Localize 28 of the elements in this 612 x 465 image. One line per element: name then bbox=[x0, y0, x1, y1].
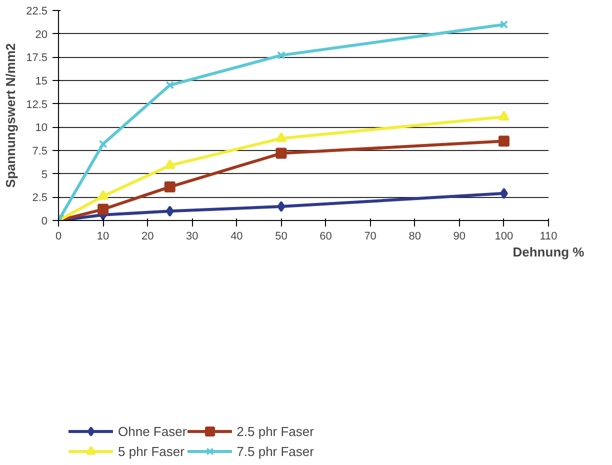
y-tick-label: 10 bbox=[35, 122, 48, 134]
legend-label: Ohne Faser bbox=[118, 424, 187, 438]
x-tick-label: 0 bbox=[55, 230, 62, 242]
x-tick-label: 30 bbox=[186, 230, 198, 242]
legend-label: 7.5 phr Faser bbox=[236, 444, 314, 458]
y-tick-label: 2.5 bbox=[32, 192, 48, 204]
x-tick-label: 20 bbox=[141, 230, 154, 242]
x-tick-label: 80 bbox=[408, 230, 421, 242]
x-tick-label: 40 bbox=[230, 230, 243, 242]
x-tick-label: 10 bbox=[96, 230, 110, 242]
x-tick-label: 90 bbox=[453, 230, 466, 242]
y-tick-label: 20 bbox=[35, 28, 48, 41]
x-tick-label: 110 bbox=[540, 230, 558, 242]
legend-label: 5 phr Faser bbox=[118, 444, 184, 458]
x-tick-label: 60 bbox=[320, 230, 332, 242]
y-tick-label: 15 bbox=[35, 76, 48, 88]
x-tick-label: 70 bbox=[364, 230, 376, 242]
x-tick-label: 100 bbox=[494, 230, 514, 242]
x-tick-label: 50 bbox=[275, 230, 288, 242]
y-tick-label: 17.5 bbox=[26, 52, 48, 64]
y-tick-label: 5 bbox=[41, 168, 48, 181]
y-tick-label: 7.5 bbox=[32, 146, 48, 158]
y-tick-label: 22.5 bbox=[26, 6, 48, 18]
y-axis-title: Spannungswert N/mm2 bbox=[3, 43, 18, 188]
x-axis-title: Dehnung % bbox=[512, 244, 585, 260]
y-tick-label: 0 bbox=[41, 216, 48, 228]
legend-label: 2.5 phr Faser bbox=[236, 424, 314, 438]
y-tick-label: 12.5 bbox=[26, 98, 48, 111]
